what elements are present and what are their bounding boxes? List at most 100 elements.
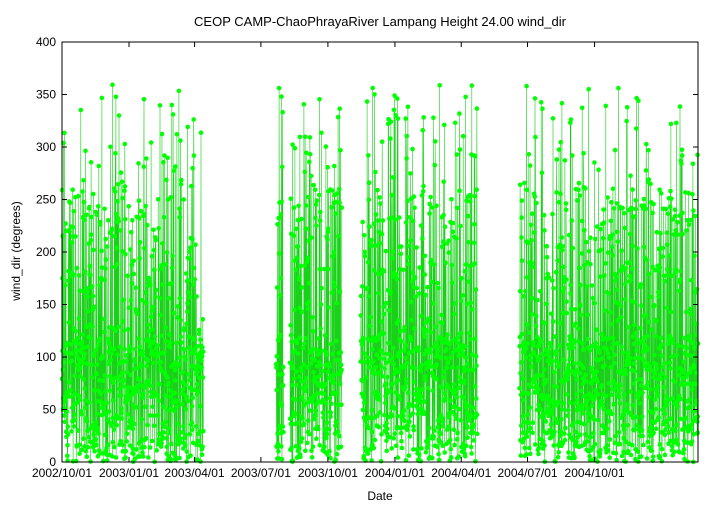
data-point [310,314,315,320]
data-point [533,134,538,140]
data-point [369,238,374,243]
data-point [633,206,639,212]
data-point [566,372,571,378]
data-point [338,362,344,368]
data-point [403,458,409,463]
data-point [134,447,139,452]
data-point [615,340,620,346]
data-point [335,114,341,120]
data-point [141,212,147,217]
data-segment-2 [287,97,345,465]
data-point [304,226,309,232]
data-point [105,417,110,422]
data-point [201,428,206,434]
data-point [538,407,544,412]
data-point [535,297,540,303]
data-point [162,351,167,356]
data-point [525,322,530,327]
data-point [689,387,695,392]
data-point [564,277,569,282]
data-point [183,271,189,276]
data-point [194,294,199,299]
data-point [591,430,596,436]
data-point [322,333,328,338]
data-point [610,335,616,341]
x-axis-label: Date [367,489,393,503]
data-point [97,222,103,227]
data-point [654,318,659,324]
data-point [370,85,376,91]
data-point [274,285,280,290]
data-point [399,339,405,344]
data-point [434,444,440,450]
data-point [439,244,445,249]
data-point [135,383,141,388]
data-point [578,312,584,318]
data-point [686,222,692,227]
data-point [330,351,335,357]
data-point [316,382,321,388]
data-point [103,266,108,271]
data-point [66,320,72,325]
data-point [439,312,444,318]
data-point [362,253,368,259]
data-point [580,411,585,416]
data-point [594,327,599,333]
data-point [686,190,691,196]
data-point [614,229,620,235]
data-point [420,236,425,241]
data-segment-0 [59,82,206,465]
data-point [314,363,320,369]
data-point [291,205,297,210]
data-point [61,413,67,418]
data-point [607,437,613,442]
data-point [421,183,426,189]
data-point [275,222,280,227]
data-point [107,409,112,414]
data-point [360,219,366,225]
data-point [619,267,625,273]
data-point [613,433,618,439]
data-point [376,424,382,430]
data-point [586,249,592,254]
data-point [448,455,454,460]
data-point [519,215,524,220]
data-point [622,297,628,302]
data-point [631,361,637,366]
data-point [305,306,311,311]
data-point [425,385,431,391]
data-point [146,455,151,460]
data-point [625,423,631,428]
data-point [403,116,409,121]
data-point [378,201,383,206]
data-point [334,300,340,306]
data-point [81,436,86,442]
data-point [532,230,537,235]
data-point [434,340,439,346]
data-point [93,420,98,425]
data-point [120,195,125,201]
data-point [172,390,177,396]
data-point [663,427,668,433]
data-point [658,230,663,236]
data-point [368,314,373,320]
data-point [124,353,129,358]
data-point [335,402,341,408]
data-point [396,318,401,324]
data-point [127,443,133,448]
data-point [158,312,163,318]
data-point [366,153,371,158]
data-point [664,305,669,311]
data-point [403,220,409,225]
data-point [644,141,649,147]
data-point [163,338,169,344]
data-point [686,333,692,339]
data-point [605,351,611,356]
data-point [335,429,341,435]
data-point [644,367,649,373]
data-point [294,340,300,346]
data-point [558,320,563,326]
data-point [545,271,550,277]
data-point [584,433,589,438]
data-point [683,415,689,421]
